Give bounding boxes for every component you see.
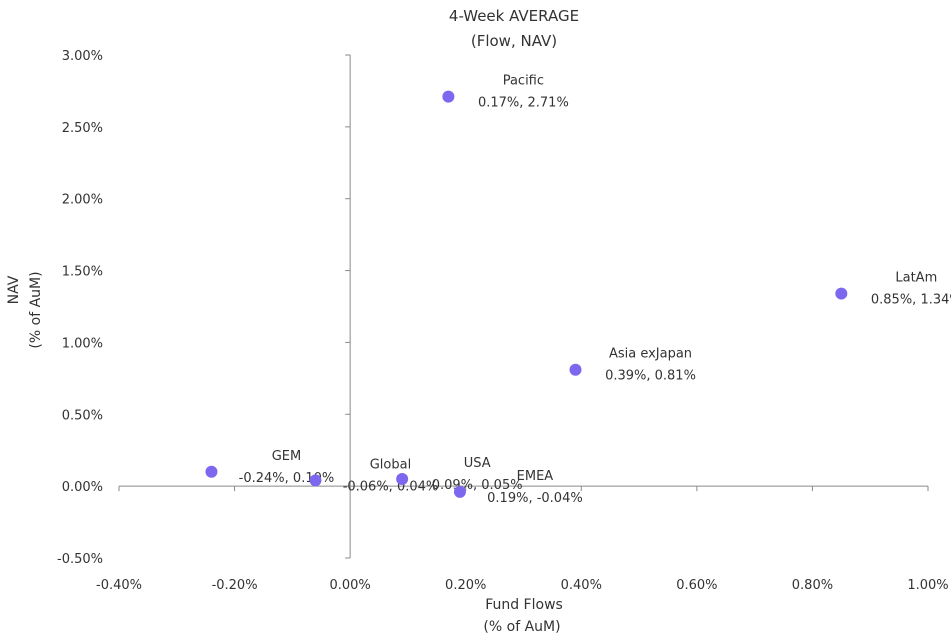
x-tick-label: 0.20% bbox=[445, 578, 486, 593]
x-axis-subtitle: (% of AuM) bbox=[483, 619, 560, 635]
y-tick-label: 1.00% bbox=[62, 336, 103, 351]
point-value-label: 0.39%, 0.81% bbox=[605, 369, 696, 384]
point-name-label: Pacific bbox=[503, 74, 544, 89]
point-name-label: EMEA bbox=[517, 469, 554, 484]
y-axis-title: NAV bbox=[6, 275, 22, 304]
chart-subtitle: (Flow, NAV) bbox=[471, 32, 557, 50]
data-point bbox=[835, 287, 848, 300]
y-axis: -0.50% 0.00% 0.50% 1.00% 1.50% 2.00% 2.50% 3.00… bbox=[57, 49, 351, 567]
data-point bbox=[569, 363, 582, 376]
point-name-label: USA bbox=[464, 456, 491, 471]
x-axis-title: Fund Flows bbox=[485, 597, 563, 613]
point-value-label: 0.85%, 1.34% bbox=[871, 293, 951, 308]
y-axis-subtitle: (% of AuM) bbox=[28, 271, 44, 348]
x-axis: -0.40% -0.20% 0.00% 0.20% 0.40% 0.60% 0.80% 1.0… bbox=[96, 485, 949, 593]
point-value-label: 0.19%, -0.04% bbox=[487, 491, 583, 506]
point-value-label: 0.17%, 2.71% bbox=[478, 96, 569, 111]
y-tick-label: 1.50% bbox=[62, 265, 103, 280]
data-point bbox=[442, 90, 455, 103]
chart-title: 4-Week AVERAGE bbox=[449, 7, 579, 25]
point-name-label: LatAm bbox=[895, 271, 937, 286]
data-point bbox=[396, 472, 409, 485]
x-tick-label: 1.00% bbox=[907, 578, 948, 593]
x-tick-label: 0.60% bbox=[676, 578, 717, 593]
point-name-label: Global bbox=[370, 457, 411, 472]
x-tick-label: 0.40% bbox=[561, 578, 602, 593]
y-tick-label: 2.00% bbox=[62, 193, 103, 208]
point-value-label: -0.06%, 0.04% bbox=[343, 479, 439, 494]
y-tick-label: -0.50% bbox=[57, 552, 103, 567]
point-value-label: 0.09%, 0.05% bbox=[432, 478, 523, 493]
point-name-label: GEM bbox=[272, 449, 302, 464]
x-tick-label: -0.40% bbox=[96, 578, 142, 593]
x-tick-label: 0.80% bbox=[792, 578, 833, 593]
x-tick-label: -0.20% bbox=[212, 578, 258, 593]
data-point bbox=[309, 474, 322, 487]
x-tick-label: 0.00% bbox=[329, 578, 370, 593]
y-tick-label: 3.00% bbox=[62, 49, 103, 64]
y-tick-label: 0.50% bbox=[62, 408, 103, 423]
data-point bbox=[453, 485, 466, 498]
points-layer: Pacific 0.17%, 2.71% LatAm 0.85%, 1.34% Asia… bbox=[205, 74, 951, 506]
point-name-label: Asia exJapan bbox=[609, 347, 692, 362]
y-tick-label: 2.50% bbox=[62, 121, 103, 136]
data-point bbox=[205, 465, 218, 478]
y-tick-label: 0.00% bbox=[62, 480, 103, 495]
